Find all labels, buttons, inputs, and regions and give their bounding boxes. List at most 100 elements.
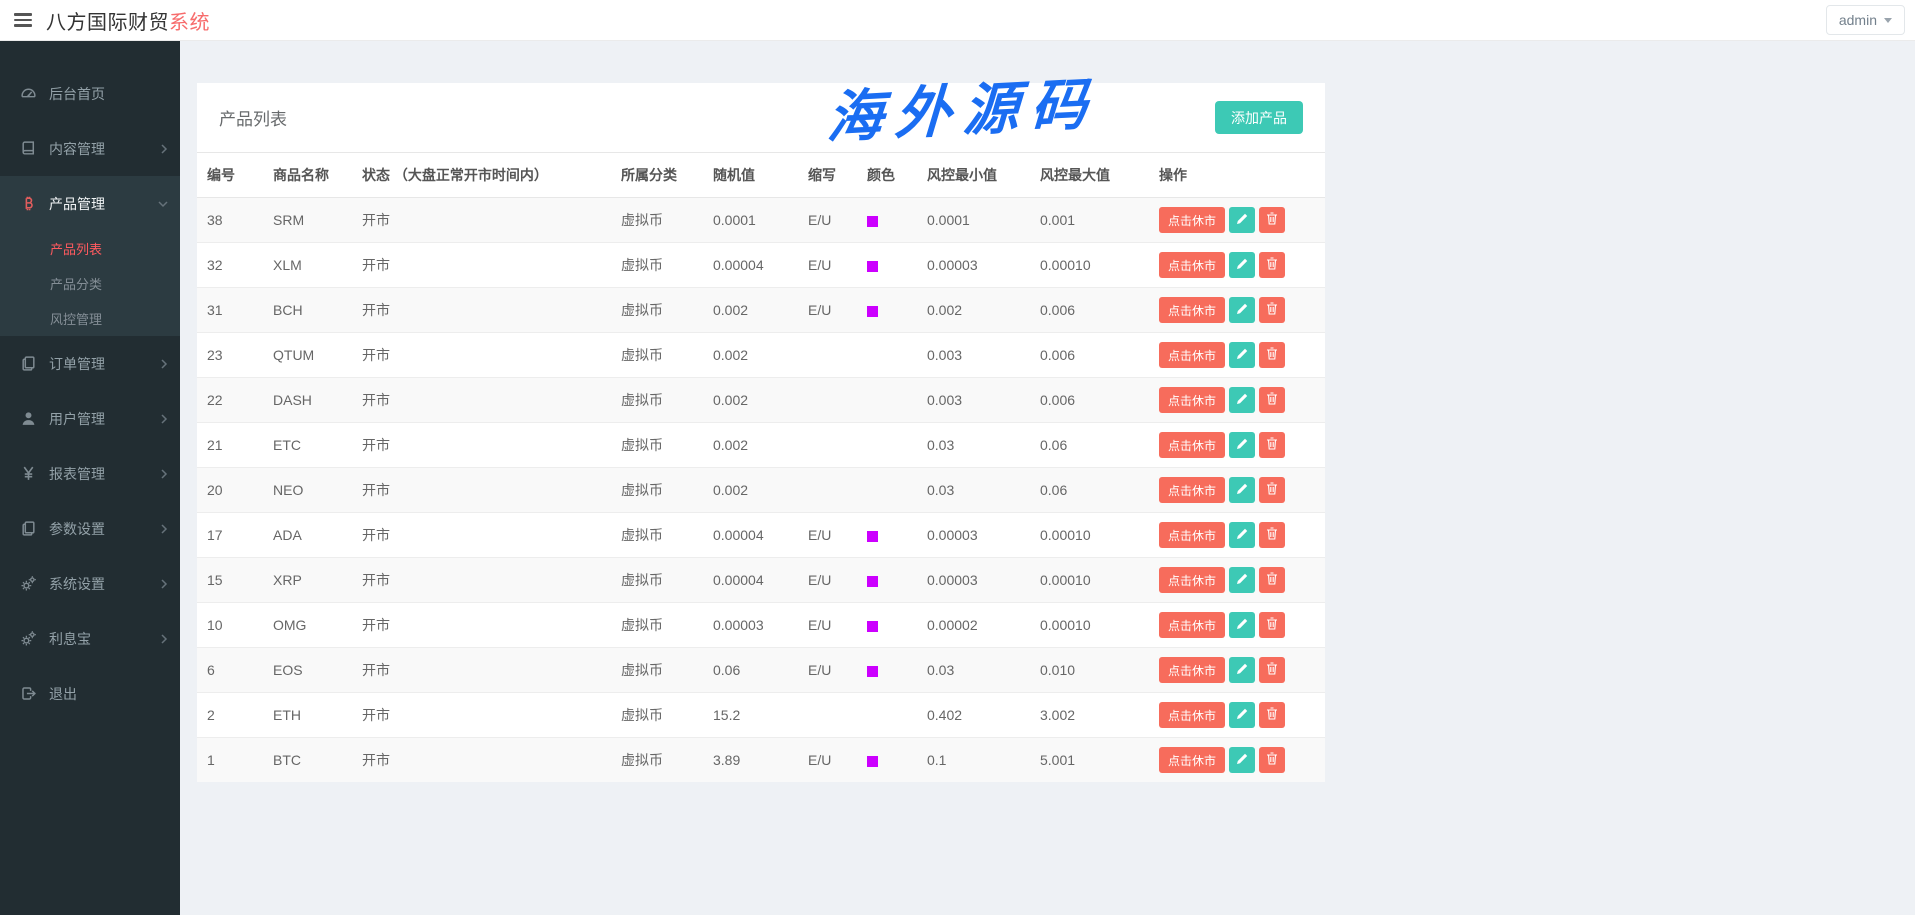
cell-category: 虚拟币 <box>611 422 703 468</box>
cell-abbr: E/U <box>798 242 857 288</box>
sidebar-item-label: 退出 <box>49 685 77 702</box>
cell-status: 开市 <box>352 647 611 693</box>
sidebar: 后台首页 内容管理 产品管理 产品列表 <box>0 41 180 915</box>
table-row: 1 BTC 开市 虚拟币 3.89 E/U 0.1 5.001 点击休市 <box>197 737 1325 782</box>
delete-button[interactable] <box>1259 252 1286 278</box>
edit-button[interactable] <box>1229 252 1256 278</box>
close-market-button[interactable]: 点击休市 <box>1159 477 1226 503</box>
book-icon <box>20 140 37 157</box>
cell-min: 0.002 <box>917 287 1030 333</box>
sidebar-item-reports[interactable]: 报表管理 <box>0 446 180 501</box>
cell-color <box>857 647 917 693</box>
delete-button[interactable] <box>1259 477 1286 503</box>
cell-min: 0.00002 <box>917 602 1030 648</box>
table-row: 38 SRM 开市 虚拟币 0.0001 E/U 0.0001 0.001 点击休市 <box>197 197 1325 243</box>
cell-actions: 点击休市 <box>1149 692 1325 738</box>
sidebar-item-orders[interactable]: 订单管理 <box>0 336 180 391</box>
cell-random: 15.2 <box>703 692 798 738</box>
close-market-button[interactable]: 点击休市 <box>1159 567 1226 593</box>
user-menu[interactable]: admin <box>1825 5 1905 35</box>
edit-button[interactable] <box>1229 702 1256 728</box>
delete-button[interactable] <box>1259 657 1286 683</box>
cell-id: 32 <box>197 242 263 288</box>
close-market-button[interactable]: 点击休市 <box>1159 747 1226 773</box>
cell-random: 3.89 <box>713 752 741 768</box>
edit-button[interactable] <box>1229 297 1256 323</box>
sidebar-subitem-product-list[interactable]: 产品列表 <box>0 231 180 266</box>
close-market-button[interactable]: 点击休市 <box>1159 207 1226 233</box>
cell-max: 0.001 <box>1030 197 1149 243</box>
col-status: 状态 （大盘正常开市时间内） <box>352 153 611 198</box>
col-random: 随机值 <box>703 153 798 198</box>
hamburger-menu-icon[interactable] <box>0 0 46 41</box>
close-market-button[interactable]: 点击休市 <box>1159 297 1226 323</box>
delete-button[interactable] <box>1259 297 1286 323</box>
chevron-right-icon <box>160 143 168 154</box>
cell-status: 开市 <box>362 752 390 768</box>
table-row: 22 DASH 开市 虚拟币 0.002 0.003 0.006 点击休市 <box>197 377 1325 423</box>
delete-button[interactable] <box>1259 567 1286 593</box>
table-row: 10 OMG 开市 虚拟币 0.00003 E/U 0.00002 0.00010 点击休市 <box>197 602 1325 648</box>
cell-actions: 点击休市 <box>1149 287 1325 333</box>
close-market-button[interactable]: 点击休市 <box>1159 612 1226 638</box>
delete-button[interactable] <box>1259 702 1286 728</box>
edit-button[interactable] <box>1229 567 1256 593</box>
sidebar-item-users[interactable]: 用户管理 <box>0 391 180 446</box>
cell-random: 0.00003 <box>703 602 798 648</box>
sidebar-subitem-label: 产品分类 <box>50 277 103 292</box>
edit-button[interactable] <box>1229 387 1256 413</box>
delete-button[interactable] <box>1259 612 1286 638</box>
dashboard-icon <box>20 85 37 102</box>
edit-button[interactable] <box>1229 477 1256 503</box>
sidebar-item-interest-treasure[interactable]: 利息宝 <box>0 611 180 666</box>
pencil-icon <box>1236 708 1248 723</box>
edit-button[interactable] <box>1229 432 1256 458</box>
cell-name: ADA <box>263 512 352 558</box>
sidebar-item-product-management[interactable]: 产品管理 <box>0 176 180 231</box>
delete-button[interactable] <box>1259 432 1286 458</box>
cell-category: 虚拟币 <box>611 377 703 423</box>
cell-random: 0.00004 <box>703 242 798 288</box>
chevron-right-icon <box>160 633 168 644</box>
close-market-button[interactable]: 点击休市 <box>1159 522 1226 548</box>
close-market-button[interactable]: 点击休市 <box>1159 387 1226 413</box>
sidebar-item-parameters[interactable]: 参数设置 <box>0 501 180 556</box>
color-swatch <box>867 530 878 542</box>
edit-button[interactable] <box>1229 612 1256 638</box>
cell-id: 15 <box>197 557 263 603</box>
card-header: 产品列表 海外源码 添加产品 <box>197 71 1325 153</box>
table-row: 31 BCH 开市 虚拟币 0.002 E/U 0.002 0.006 点击休市 <box>197 287 1325 333</box>
edit-button[interactable] <box>1229 342 1256 368</box>
color-swatch <box>867 260 878 272</box>
cell-status: 开市 <box>352 467 611 513</box>
sidebar-item-logout[interactable]: 退出 <box>0 666 180 721</box>
product-table-body: 38 SRM 开市 虚拟币 0.0001 E/U 0.0001 0.001 点击休市 32 XLM 开… <box>197 197 1325 782</box>
delete-button[interactable] <box>1259 522 1286 548</box>
cell-status: 开市 <box>352 377 611 423</box>
delete-button[interactable] <box>1259 342 1286 368</box>
delete-button[interactable] <box>1259 747 1286 773</box>
cell-name: XLM <box>263 242 352 288</box>
sidebar-subitem-product-category[interactable]: 产品分类 <box>0 266 180 301</box>
col-min: 风控最小值 <box>917 153 1030 198</box>
close-market-button[interactable]: 点击休市 <box>1159 342 1226 368</box>
edit-button[interactable] <box>1229 747 1256 773</box>
sidebar-item-system-settings[interactable]: 系统设置 <box>0 556 180 611</box>
close-market-button[interactable]: 点击休市 <box>1159 252 1226 278</box>
add-product-button[interactable]: 添加产品 <box>1215 101 1303 134</box>
close-market-button[interactable]: 点击休市 <box>1159 702 1226 728</box>
edit-button[interactable] <box>1229 522 1256 548</box>
close-market-button[interactable]: 点击休市 <box>1159 657 1226 683</box>
delete-button[interactable] <box>1259 207 1286 233</box>
edit-button[interactable] <box>1229 207 1256 233</box>
cell-id: 20 <box>197 467 263 513</box>
top-bar: 八方国际财贸系统 admin <box>0 0 1915 41</box>
close-market-button[interactable]: 点击休市 <box>1159 432 1226 458</box>
table-row: 15 XRP 开市 虚拟币 0.00004 E/U 0.00003 0.00010 点击休市 <box>197 557 1325 603</box>
sidebar-item-content[interactable]: 内容管理 <box>0 121 180 176</box>
sidebar-item-dashboard[interactable]: 后台首页 <box>0 66 180 121</box>
edit-button[interactable] <box>1229 657 1256 683</box>
cell-min: 0.003 <box>917 377 1030 423</box>
delete-button[interactable] <box>1259 387 1286 413</box>
sidebar-subitem-risk-management[interactable]: 风控管理 <box>0 301 180 336</box>
